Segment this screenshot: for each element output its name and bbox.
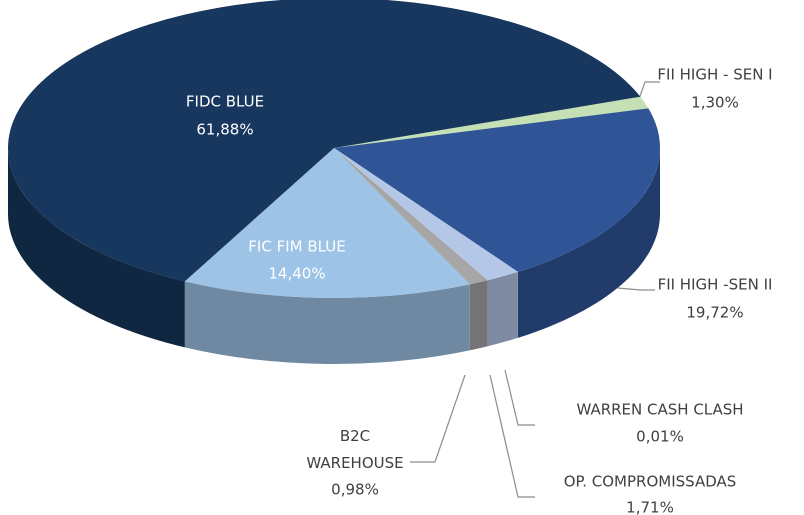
slice bbox=[334, 148, 518, 272]
value-label: 1,30% bbox=[691, 94, 739, 112]
value-label: 1,71% bbox=[626, 499, 674, 515]
slice-side bbox=[469, 280, 488, 351]
leader-line bbox=[617, 287, 655, 291]
leader-line bbox=[504, 369, 535, 426]
value-label: 0,01% bbox=[636, 428, 684, 446]
value-label: 61,88% bbox=[196, 121, 253, 139]
slice-side bbox=[8, 148, 185, 348]
slice-label: FII HIGH - SEN I bbox=[657, 66, 772, 84]
pie-tops bbox=[8, 0, 660, 298]
slice-label: WARREN CASH CLASH bbox=[576, 401, 743, 419]
slice bbox=[334, 148, 488, 285]
pie-sides bbox=[8, 148, 660, 364]
slice-side bbox=[487, 271, 518, 347]
value-label: 14,40% bbox=[268, 265, 325, 283]
slice-side bbox=[184, 281, 470, 364]
value-label: 19,72% bbox=[686, 304, 743, 322]
slice-label: FIDC BLUE bbox=[186, 93, 264, 111]
leader-line bbox=[489, 374, 535, 498]
leaders bbox=[410, 81, 660, 498]
slice-label: OP. COMPROMISSADAS bbox=[564, 473, 737, 491]
leader-line bbox=[410, 374, 466, 463]
slice bbox=[184, 148, 470, 298]
value-label: 0,98% bbox=[331, 481, 379, 499]
slice-label: FIC FIM BLUE bbox=[248, 238, 345, 256]
slice bbox=[334, 108, 660, 272]
slice bbox=[334, 96, 649, 148]
slice-side bbox=[517, 148, 660, 338]
slice bbox=[8, 0, 641, 282]
slice bbox=[334, 148, 518, 281]
slice-label: B2C WAREHOUSE bbox=[306, 427, 403, 472]
slice-label: FII HIGH -SEN II bbox=[658, 276, 773, 294]
